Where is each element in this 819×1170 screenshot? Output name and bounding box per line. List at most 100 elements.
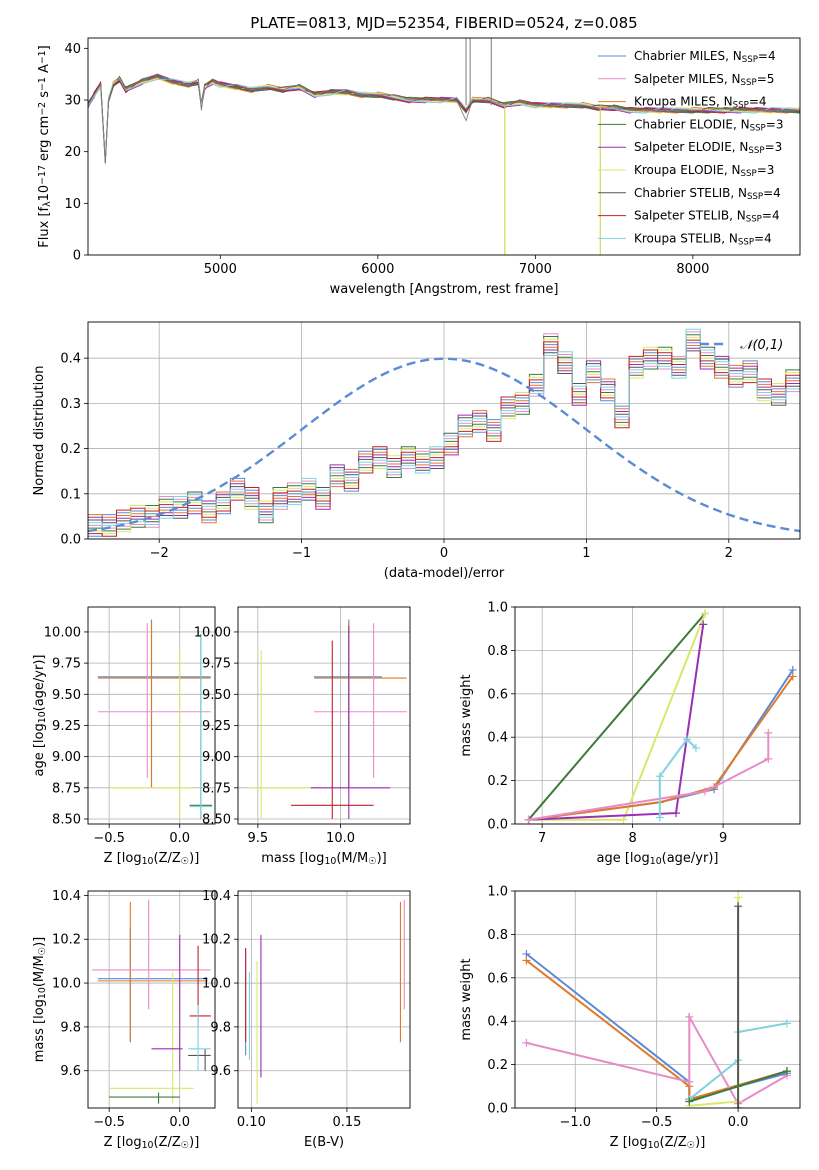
observed-spectrum-line — [88, 73, 800, 163]
plot-area — [524, 609, 797, 824]
axes-frame — [87, 37, 801, 256]
y-tick-label: 0.8 — [487, 644, 508, 659]
y-tick-label: 20 — [64, 145, 81, 160]
y-tick-label: 10.2 — [202, 933, 231, 948]
residual-histogram-steps — [88, 342, 800, 537]
normal-distribution-curve — [88, 357, 800, 533]
x-axis-label: age [log10(age/yr)] — [597, 851, 719, 867]
plot-area — [88, 38, 800, 255]
residual-histogram-steps — [88, 328, 800, 526]
y-tick-label: 8.75 — [52, 781, 81, 796]
legend-entry: 𝒩(0,1) — [740, 338, 783, 353]
x-tick-label: 8 — [628, 831, 636, 846]
x-tick-label: 8000 — [676, 262, 709, 277]
legend-entry: Salpeter ELODIE, NSSP=3 — [634, 140, 782, 156]
y-tick-label: 10.0 — [202, 977, 231, 992]
axes-frame — [87, 606, 216, 825]
x-tick-label: −2 — [150, 546, 169, 561]
x-tick-label: 10.0 — [326, 831, 355, 846]
x-tick-label: 7 — [538, 831, 546, 846]
mass-weight-marker — [691, 744, 700, 753]
mass-weight-marker — [764, 728, 773, 737]
y-tick-label: 9.00 — [202, 750, 231, 765]
mass-weight-marker — [522, 1038, 531, 1047]
mass-weight-marker — [655, 772, 664, 781]
y-tick-label: 9.25 — [52, 719, 81, 734]
mass-weight-marker — [522, 956, 531, 965]
legend-entry: Kroupa STELIB, NSSP=4 — [634, 231, 772, 247]
y-tick-label: 10.2 — [52, 933, 81, 948]
y-tick-label: 8.50 — [202, 813, 231, 828]
mass-weight-marker — [524, 815, 533, 824]
y-tick-label: 10.4 — [202, 889, 231, 904]
x-axis-label: Z [log10(Z/Z☉)] — [104, 851, 200, 867]
plot-area — [97, 619, 213, 820]
y-tick-label: 0.0 — [487, 1102, 508, 1117]
axes-frame — [87, 890, 216, 1109]
mass-weight-marker — [685, 1077, 694, 1086]
figure-title: PLATE=0813, MJD=52354, FIBERID=0524, z=0… — [250, 14, 637, 32]
plot-area — [92, 899, 211, 1104]
x-tick-label: −0.5 — [93, 831, 125, 846]
mass-weight-vs-age-panel: 7 8 9 0.0 0.2 0.4 0.6 0.8 1.0 age [log10(age/yr)]… — [459, 601, 801, 867]
x-tick-label: −1 — [292, 546, 311, 561]
x-tick-label: 7000 — [519, 262, 552, 277]
mass-weight-line — [527, 612, 706, 821]
axes-frame — [514, 890, 801, 1109]
x-tick-label: 6000 — [361, 262, 394, 277]
y-tick-label: 0.4 — [487, 1015, 508, 1030]
model-spectrum-line — [88, 74, 800, 162]
mass-weight-marker — [782, 1067, 791, 1076]
y-tick-label: 0.0 — [60, 533, 81, 548]
y-axis-label: mass [log10(M/M☉)] — [32, 937, 48, 1063]
y-tick-label: 0.2 — [487, 1058, 508, 1073]
mass-weight-marker — [734, 893, 743, 902]
plot-area — [88, 328, 800, 537]
axes-frame — [237, 890, 411, 1109]
age-vs-mass-panel: 9.5 10.0 8.50 8.75 9.00 9.25 9.50 9.75 10.00 mass… — [194, 606, 411, 867]
y-tick-label: 9.6 — [210, 1064, 231, 1079]
mass-weight-marker — [685, 1012, 694, 1021]
mass-weight-marker — [672, 809, 681, 818]
x-tick-label: 0.0 — [728, 1115, 749, 1130]
y-axis-label: age [log10(age/yr)] — [32, 655, 48, 777]
y-tick-label: 10.0 — [52, 977, 81, 992]
age-vs-metallicity-panel: −0.5 0.0 8.50 8.75 9.00 9.25 9.50 9.75 10.00 Z [l… — [32, 606, 216, 867]
x-tick-label: 2 — [725, 546, 733, 561]
mass-weight-marker — [734, 1104, 743, 1108]
y-tick-label: 10.00 — [194, 625, 231, 640]
y-tick-label: 30 — [64, 94, 81, 109]
residual-histogram-steps — [88, 339, 800, 537]
mass-weight-marker — [734, 1082, 743, 1091]
y-tick-label: 9.75 — [202, 657, 231, 672]
axes-frame — [514, 606, 801, 825]
y-tick-label: 10.00 — [44, 625, 81, 640]
y-tick-label: 9.6 — [60, 1064, 81, 1079]
mass-weight-marker — [655, 813, 664, 822]
mass-weight-line — [528, 732, 770, 821]
y-tick-label: 9.50 — [52, 688, 81, 703]
y-tick-label: 40 — [64, 42, 81, 57]
y-tick-label: 0.3 — [60, 397, 81, 412]
model-spectrum-line — [88, 78, 800, 160]
y-tick-label: 0.4 — [487, 731, 508, 746]
x-tick-label: 0.15 — [332, 1115, 361, 1130]
axes-frame — [87, 321, 801, 540]
x-tick-label: 9 — [719, 831, 727, 846]
x-tick-label: 1 — [582, 546, 590, 561]
y-tick-label: 10 — [64, 197, 81, 212]
mass-weight-marker — [619, 815, 628, 824]
mass-weight-marker — [701, 609, 709, 618]
y-tick-label: 8.75 — [202, 781, 231, 796]
x-tick-label: −0.5 — [93, 1115, 125, 1130]
model-spectrum-line — [88, 77, 800, 165]
y-tick-label: 0.6 — [487, 971, 508, 986]
mass-weight-marker — [699, 620, 708, 629]
y-tick-label: 1.0 — [487, 885, 508, 900]
y-tick-label: 0.2 — [60, 442, 81, 457]
y-tick-label: 0.0 — [487, 818, 508, 833]
x-tick-label: 0.10 — [237, 1115, 266, 1130]
x-axis-label: Z [log10(Z/Z☉)] — [104, 1135, 200, 1151]
y-axis-label: mass weight — [459, 958, 474, 1040]
